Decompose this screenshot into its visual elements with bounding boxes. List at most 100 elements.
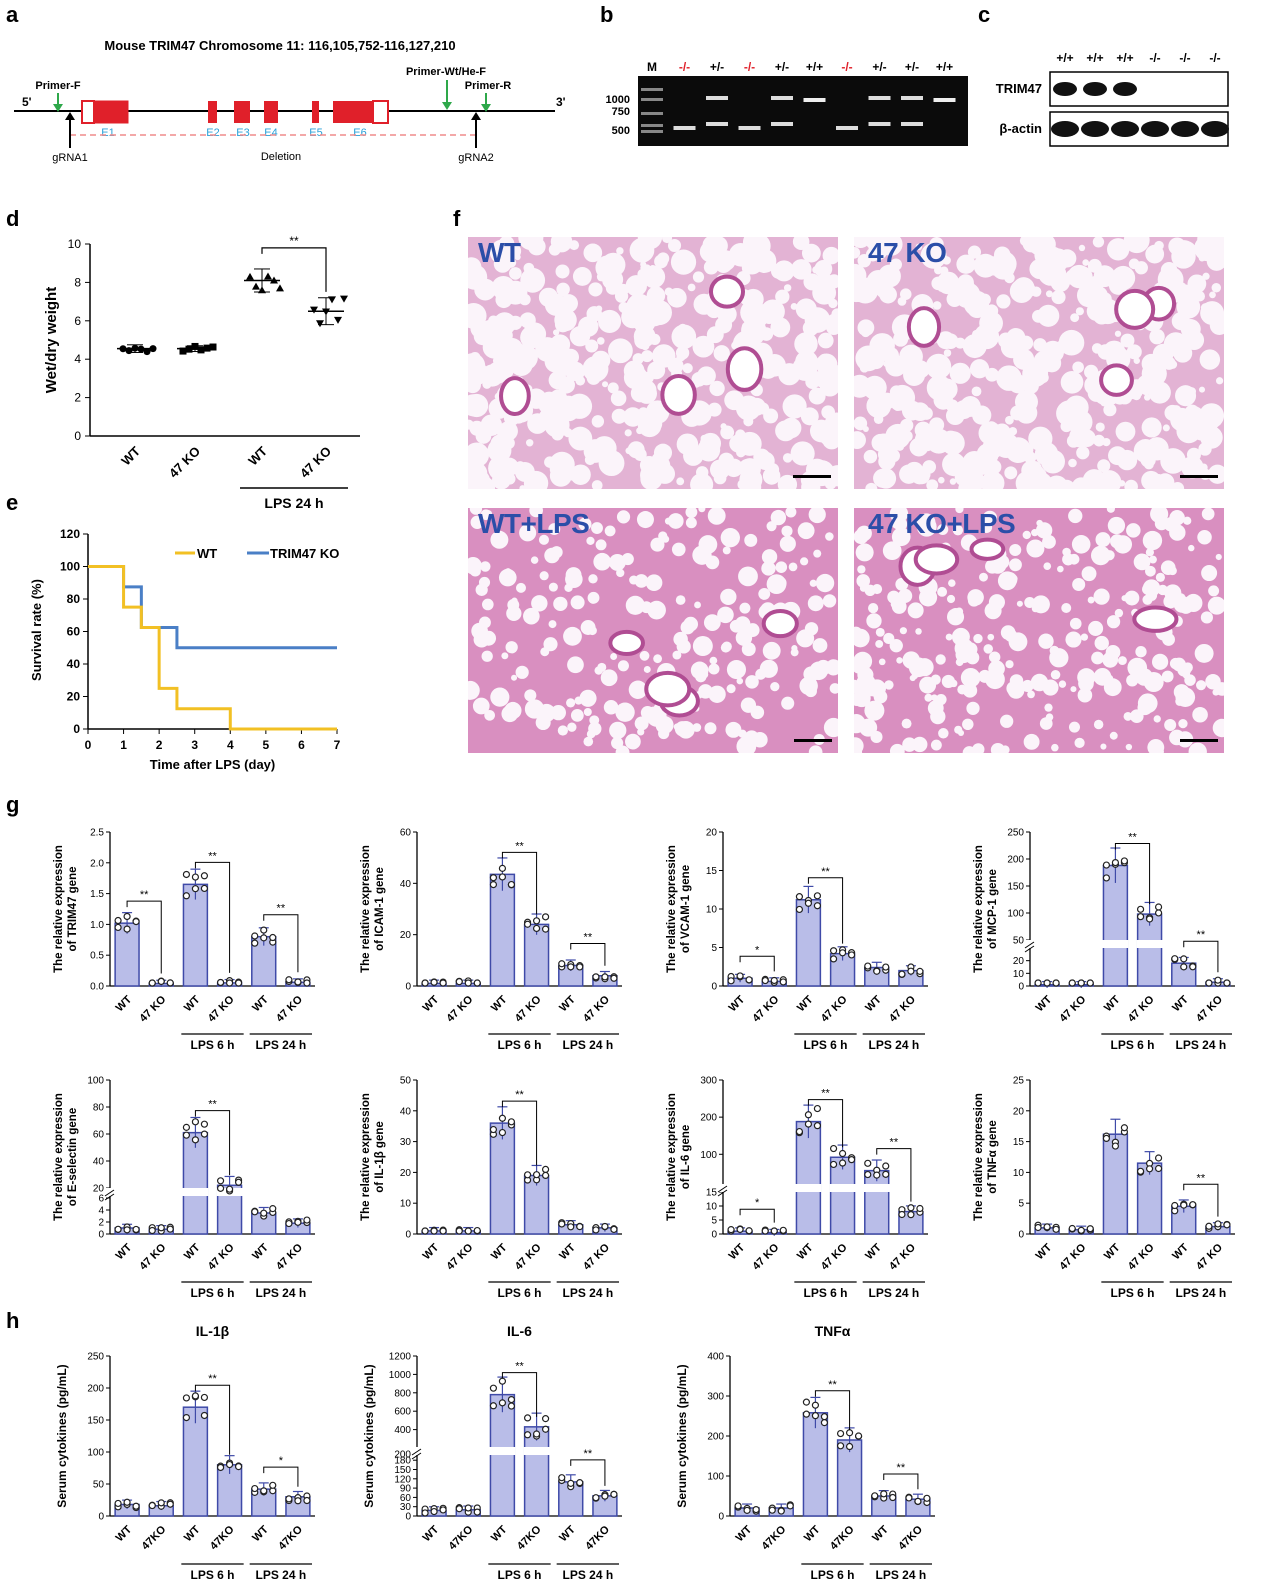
data-point xyxy=(1111,859,1120,867)
alveolus xyxy=(738,566,758,587)
exon-label-e3: E3 xyxy=(236,127,249,139)
data-point xyxy=(216,1463,225,1472)
alveolus xyxy=(1107,516,1126,535)
significance-bracket xyxy=(1183,940,1219,973)
alveolus xyxy=(652,344,676,368)
alveolus xyxy=(1211,237,1224,250)
alveolus xyxy=(1091,651,1104,665)
alveolus xyxy=(864,584,876,597)
y-tick-label: 120 xyxy=(60,527,80,541)
x-tick-label: WT xyxy=(734,1523,755,1544)
y-axis-label: of ICAM-1 gene xyxy=(374,867,386,951)
alveolus xyxy=(468,467,481,489)
alveolus xyxy=(519,524,537,542)
data-point xyxy=(200,872,209,880)
panel-label-g: g xyxy=(6,792,20,817)
data-point xyxy=(1205,1222,1213,1230)
alveolus xyxy=(1044,703,1053,712)
data-point xyxy=(464,1504,472,1512)
y-tick-label: 150 xyxy=(394,1465,411,1476)
alveolus xyxy=(972,743,985,753)
alveolus xyxy=(1104,550,1115,561)
chart-title: TNFα xyxy=(815,1323,851,1339)
alveolus xyxy=(721,641,732,652)
alveolus xyxy=(479,616,491,629)
alveolus xyxy=(1154,516,1169,531)
y-axis-label: of IL-1β gene xyxy=(374,1121,386,1193)
alveolus xyxy=(600,669,618,687)
alveolus xyxy=(885,239,900,254)
gel-marker-500: 500 xyxy=(612,125,630,137)
alveolus xyxy=(515,582,526,593)
alveolus xyxy=(593,552,611,571)
y-tick-label: 0.0 xyxy=(90,982,104,993)
alveolus xyxy=(583,243,603,263)
x-tick-label: 47 KO xyxy=(513,1241,544,1272)
data-point xyxy=(916,1204,924,1213)
alveolus xyxy=(586,729,596,739)
alveolus xyxy=(595,539,607,551)
x-tick-label: 47KO xyxy=(447,1523,476,1552)
data-point xyxy=(898,970,906,978)
alveolus xyxy=(774,576,787,590)
y-tick-label: 60 xyxy=(400,828,412,839)
alveolus xyxy=(1035,256,1055,276)
significance-mark: ** xyxy=(897,1462,906,1474)
alveolus xyxy=(685,517,697,529)
x-axis-label: Time after LPS (day) xyxy=(150,757,275,772)
gel-lane-label: +/+ xyxy=(806,60,823,74)
alveolus xyxy=(1188,742,1207,753)
y-axis-label: of TNFα gene xyxy=(987,1120,999,1194)
alveolus xyxy=(829,683,838,694)
significance-mark: * xyxy=(755,944,760,956)
alveolus xyxy=(937,523,949,536)
x-tick-label: WT xyxy=(1170,1241,1191,1262)
significance-mark: * xyxy=(755,1197,760,1209)
alveolus xyxy=(945,633,953,641)
data-point xyxy=(114,916,122,925)
y-tick-label: 60 xyxy=(400,1493,412,1504)
y-tick-label: 100 xyxy=(87,1448,104,1459)
wb-lane-label: -/- xyxy=(1209,51,1220,65)
data-point xyxy=(166,1225,174,1233)
alveolus xyxy=(543,637,558,652)
alveolus xyxy=(1178,718,1188,729)
alveolus xyxy=(863,449,878,464)
data-point xyxy=(907,1204,915,1212)
alveolus xyxy=(1215,553,1222,561)
alveolus xyxy=(722,546,731,555)
data-point xyxy=(148,979,156,987)
alveolus xyxy=(1143,672,1164,693)
significance-mark: ** xyxy=(821,866,830,878)
alveolus xyxy=(870,730,883,743)
airway xyxy=(644,670,692,708)
alveolus xyxy=(967,594,981,607)
alveolus xyxy=(538,534,549,545)
alveolus xyxy=(911,672,919,680)
bar xyxy=(489,1393,516,1517)
alveolus xyxy=(1181,456,1204,479)
alveolus xyxy=(760,349,768,356)
data-point xyxy=(558,1474,566,1482)
data-point xyxy=(871,1492,879,1500)
exon-label-e4: E4 xyxy=(264,127,277,139)
x-tick-label: 47 KO xyxy=(1057,993,1088,1024)
alveolus xyxy=(527,413,548,434)
y-tick-label: 200 xyxy=(707,1432,724,1443)
alveolus xyxy=(875,468,897,489)
y-tick-label: 60 xyxy=(67,625,81,639)
significance-mark: ** xyxy=(515,1361,524,1373)
alveolus xyxy=(1093,668,1112,686)
data-point xyxy=(592,1226,600,1234)
x-tick-label: WT xyxy=(245,443,270,468)
alveolus xyxy=(608,553,626,571)
alveolus xyxy=(682,363,693,374)
data-point xyxy=(430,1227,438,1235)
airway xyxy=(761,609,799,639)
data-point xyxy=(498,1399,507,1407)
data-point xyxy=(455,978,463,986)
y-tick-label: 250 xyxy=(87,1352,104,1363)
y-tick-label: 20 xyxy=(67,690,81,704)
alveolus xyxy=(700,434,708,442)
data-point xyxy=(1086,979,1094,987)
